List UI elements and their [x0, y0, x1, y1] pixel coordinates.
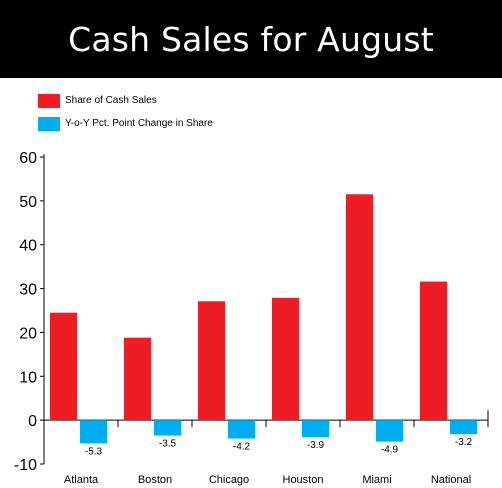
y-tick-label: 0 — [28, 413, 37, 430]
category-label-chicago: Chicago — [209, 474, 249, 486]
legend-swatch-change — [38, 116, 60, 131]
legend-item-change: Y-o-Y Pct. Point Change in Share — [38, 116, 213, 131]
category-label-atlanta: Atlanta — [64, 474, 99, 486]
legend: Share of Cash Sales Y-o-Y Pct. Point Cha… — [38, 93, 213, 139]
y-tick-label: 40 — [19, 238, 37, 255]
y-tick-label: 30 — [19, 282, 37, 299]
data-label-change-national: -3.2 — [455, 437, 473, 448]
bar-change-chicago — [228, 420, 255, 439]
legend-label-share: Share of Cash Sales — [65, 95, 157, 106]
category-label-miami: Miami — [362, 474, 391, 486]
bar-share-atlanta — [50, 312, 77, 421]
bar-change-atlanta — [80, 420, 107, 444]
chart-title: Cash Sales for August — [68, 19, 434, 59]
bar-change-national — [450, 420, 477, 435]
legend-item-share: Share of Cash Sales — [38, 93, 213, 108]
title-bar: Cash Sales for August — [0, 0, 502, 78]
category-label-national: National — [431, 474, 471, 486]
category-label-boston: Boston — [138, 474, 172, 486]
legend-label-change: Y-o-Y Pct. Point Change in Share — [65, 118, 213, 129]
bar-share-houston — [272, 297, 299, 421]
bar-change-miami — [376, 420, 403, 442]
y-tick-label: 20 — [19, 325, 37, 342]
legend-swatch-share — [38, 93, 60, 108]
bar-share-national — [420, 281, 447, 421]
bar-change-houston — [302, 420, 329, 438]
data-label-change-chicago: -4.2 — [233, 442, 251, 453]
data-label-change-boston: -3.5 — [159, 438, 177, 449]
data-label-change-houston: -3.9 — [307, 440, 325, 451]
data-label-change-atlanta: -5.3 — [85, 446, 103, 457]
bar-share-chicago — [198, 301, 225, 421]
category-label-houston: Houston — [283, 474, 324, 486]
y-tick-label: 60 — [19, 150, 37, 167]
bar-share-miami — [346, 194, 373, 421]
data-label-change-miami: -4.9 — [381, 445, 399, 456]
y-tick-label: -10 — [14, 457, 37, 474]
y-tick-label: 50 — [19, 194, 37, 211]
y-tick-label: 10 — [19, 369, 37, 386]
bar-share-boston — [124, 337, 151, 421]
bar-change-boston — [154, 420, 181, 436]
